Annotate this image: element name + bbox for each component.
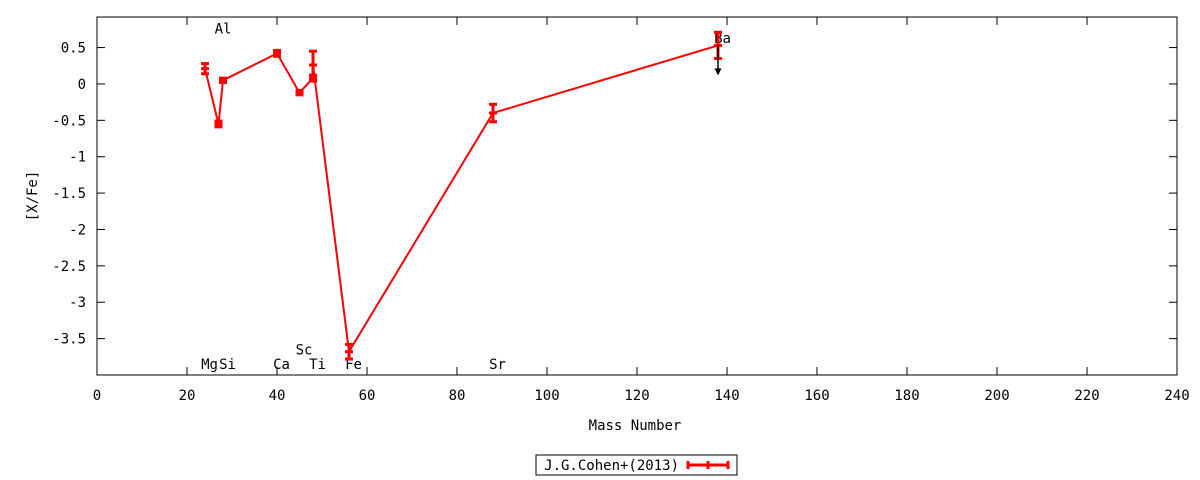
y-tick-label: -1.5 bbox=[52, 186, 86, 202]
data-series bbox=[201, 30, 722, 361]
x-tick-label: 140 bbox=[714, 388, 739, 404]
x-tick-label: 60 bbox=[359, 388, 376, 404]
series-line bbox=[204, 44, 719, 355]
x-tick-label: 40 bbox=[269, 388, 286, 404]
x-tick-label: 0 bbox=[93, 388, 101, 404]
y-tick-label: 0 bbox=[78, 77, 86, 93]
y-tick-label: -3 bbox=[69, 295, 86, 311]
x-tick-label: 220 bbox=[1074, 388, 1099, 404]
legend-label: J.G.Cohen+(2013) bbox=[544, 458, 679, 474]
y-tick-label: -2 bbox=[69, 222, 86, 238]
axis-ticks: 0 20 40 60 80 100 120 140 160 180 200 220 240 0.5 0 -0.… bbox=[52, 17, 1190, 404]
legend: J.G.Cohen+(2013) bbox=[535, 454, 738, 476]
y-tick-label: -2.5 bbox=[52, 259, 86, 275]
y-tick-label: -0.5 bbox=[52, 113, 86, 129]
element-label: Fe bbox=[345, 357, 362, 373]
x-tick-label: 120 bbox=[624, 388, 649, 404]
y-tick-label: 0.5 bbox=[61, 41, 86, 57]
x-tick-label: 240 bbox=[1164, 388, 1189, 404]
x-tick-label: 20 bbox=[179, 388, 196, 404]
upper-limits bbox=[714, 45, 722, 76]
x-axis-title: Mass Number bbox=[589, 418, 682, 434]
x-tick-label: 160 bbox=[804, 388, 829, 404]
element-label: Sr bbox=[489, 357, 506, 373]
x-tick-label: 180 bbox=[894, 388, 919, 404]
x-tick-label: 100 bbox=[534, 388, 559, 404]
x-tick-label: 80 bbox=[449, 388, 466, 404]
element-label: Al bbox=[215, 22, 232, 38]
element-label: Ti bbox=[309, 357, 326, 373]
y-axis-title: [X/Fe] bbox=[25, 171, 41, 222]
y-tick-label: -1 bbox=[69, 150, 86, 166]
element-label: Si bbox=[219, 357, 236, 373]
legend-box bbox=[535, 454, 738, 476]
legend-series-sample bbox=[686, 461, 730, 469]
element-label: Mg bbox=[201, 357, 218, 373]
element-label: Sc bbox=[296, 343, 313, 359]
x-tick-label: 200 bbox=[984, 388, 1009, 404]
upper-limit-arrowhead bbox=[714, 68, 722, 76]
element-label: Ca bbox=[273, 357, 290, 373]
y-tick-label: -3.5 bbox=[52, 332, 86, 348]
